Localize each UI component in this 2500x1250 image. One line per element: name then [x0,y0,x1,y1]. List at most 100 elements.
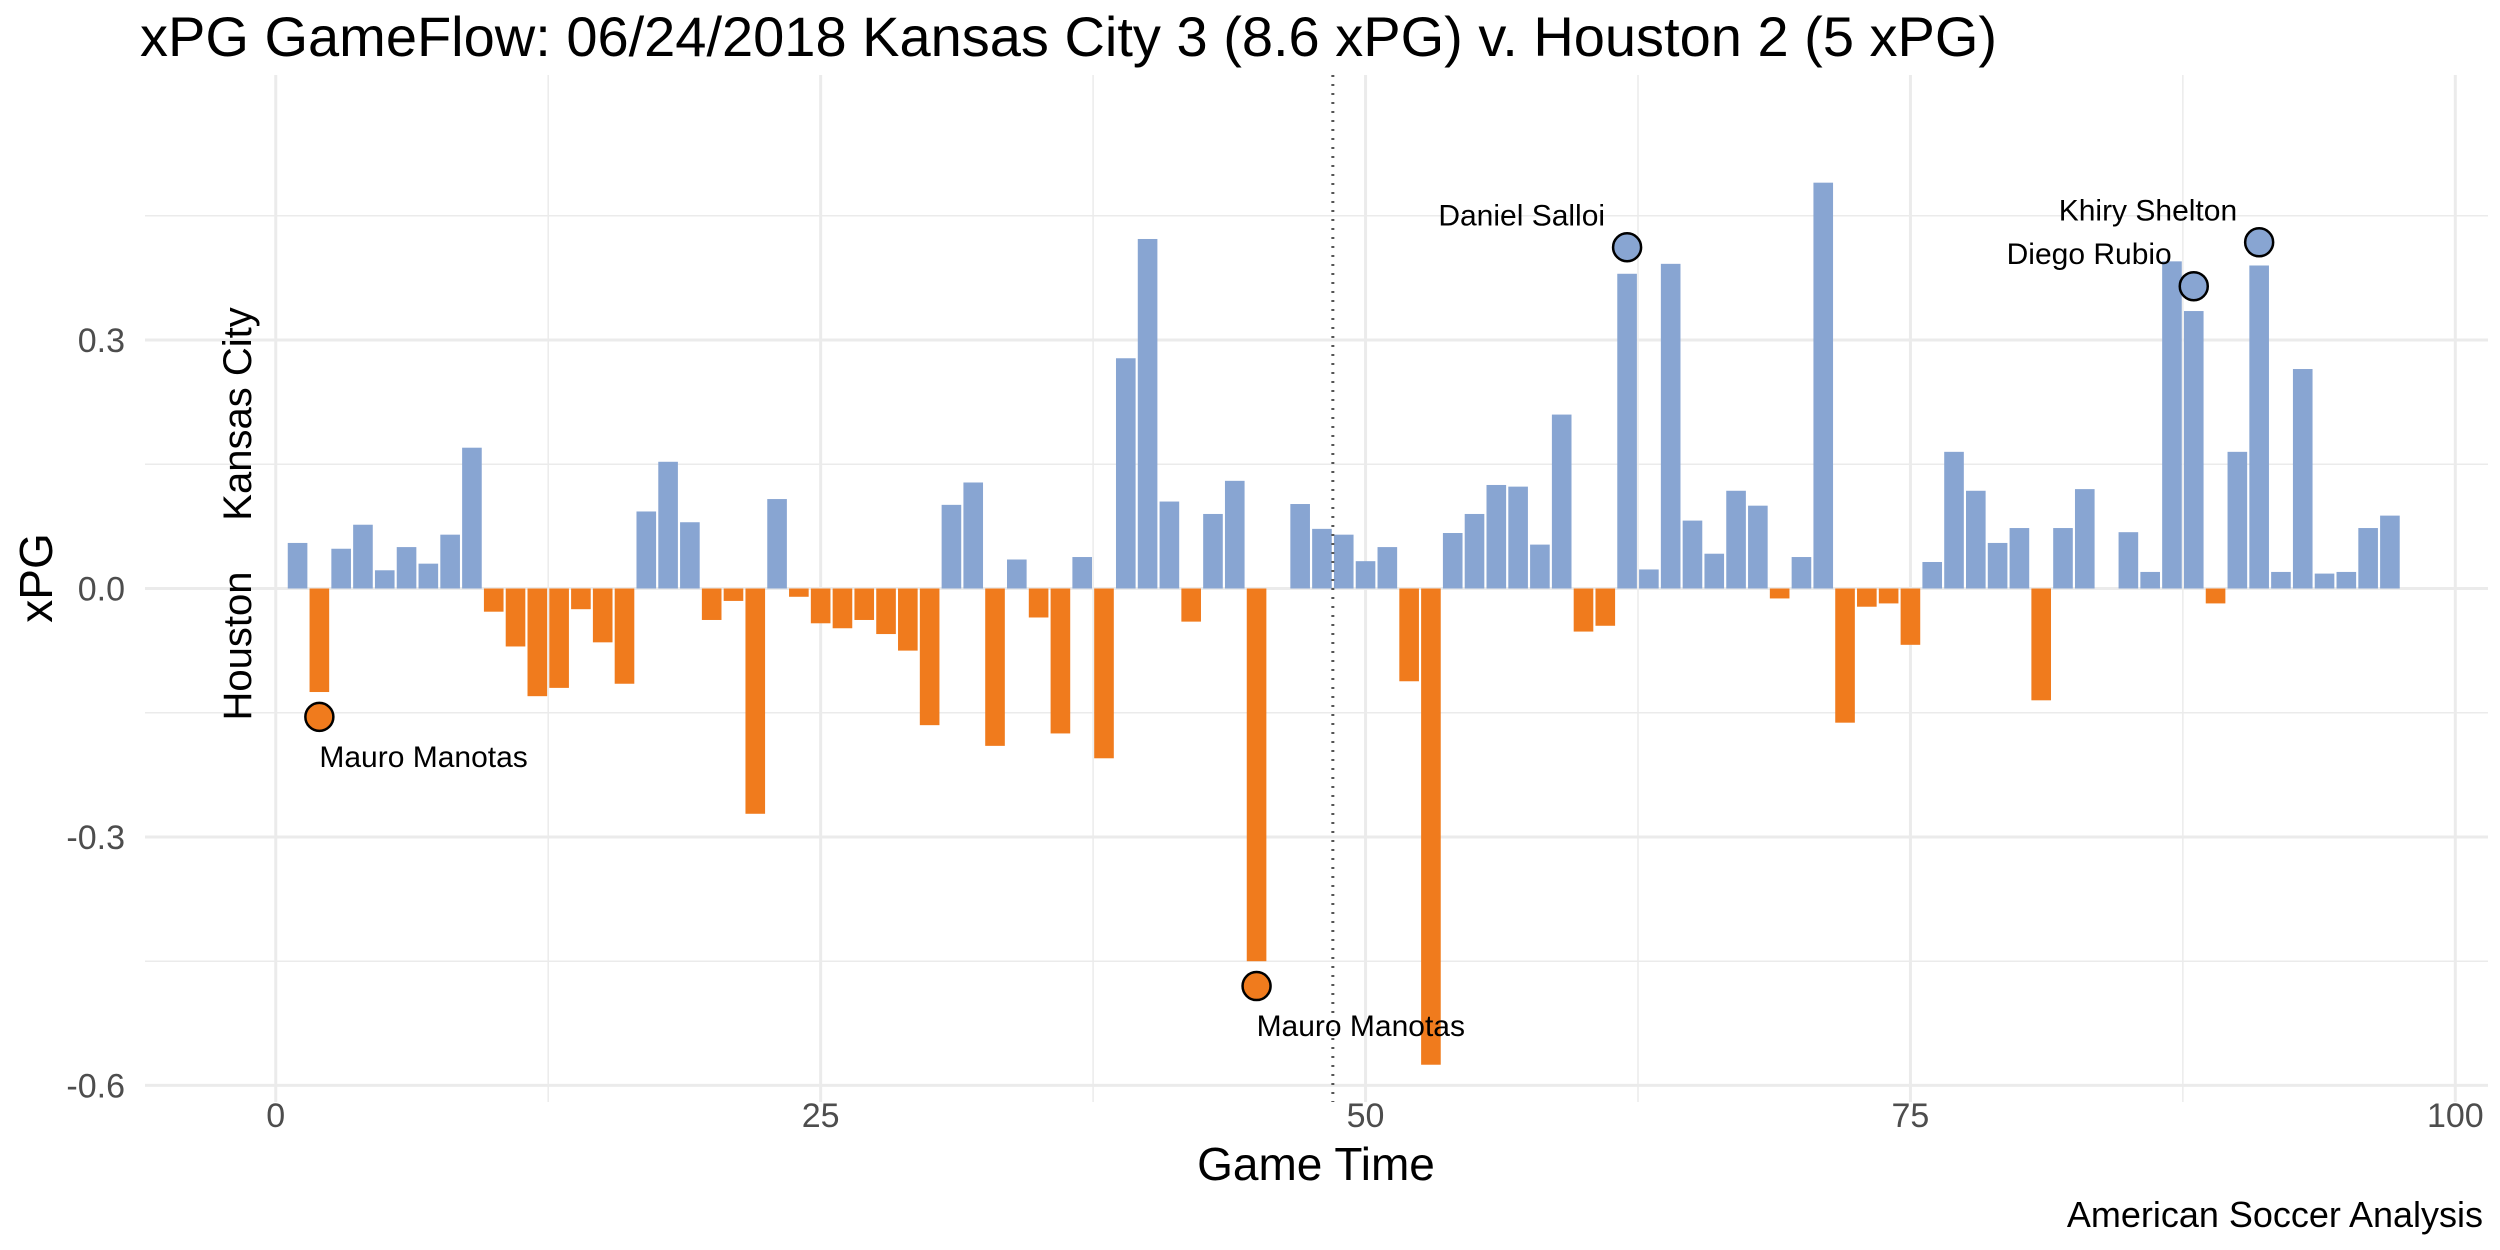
bar-home [1159,501,1180,589]
bar-home [1007,559,1027,589]
x-tick-label: 50 [1347,1097,1385,1135]
goal-marker [2178,270,2210,302]
bar-away [985,588,1005,746]
bar-away [1769,588,1790,599]
bar-home [658,461,678,589]
goal-label: Daniel Salloi [1438,199,1605,232]
x-tick-label: 75 [1892,1097,1930,1135]
bar-home [1987,542,2008,589]
bar-home [2292,369,2313,589]
team-label-home: Kansas City [216,307,260,520]
bar-away [549,588,569,688]
bar-home [1486,484,1507,589]
overlay-group: Mauro Manotas Mauro Manotas Daniel Salloi D… [304,75,2275,1102]
bar-away [832,588,853,629]
bar-home [2358,528,2378,589]
bar-home [1682,520,1703,589]
bar-home [963,482,984,589]
bar-home [680,522,700,589]
bar-away [723,588,744,601]
bar-away [1094,588,1114,759]
bar-home [1333,534,1354,589]
bar-away [854,588,875,620]
chart-caption: American Soccer Analysis [2067,1194,2483,1235]
y-tick-label: 0.3 [78,322,125,360]
goal-marker [1611,232,1643,263]
bar-home [767,499,787,589]
bar-home [2009,528,2030,589]
bar-home [1137,238,1158,589]
bar-home [1464,513,1485,589]
bar-away [2205,588,2226,604]
bar-home [2183,311,2204,589]
x-tick-label: 0 [266,1097,285,1135]
bar-home [1290,504,1310,589]
bar-away [1399,588,1419,682]
bar-home [1944,451,1964,589]
bar-home [2118,532,2139,589]
bar-home [1813,182,1834,589]
y-tick-label: 0.0 [78,571,125,609]
bar-home [2140,571,2160,589]
goal-marker [2243,227,2275,258]
bar-home [1442,533,1463,589]
bar-home [2249,265,2269,589]
bar-home [331,548,351,589]
y-tick-label: -0.6 [66,1067,125,1105]
bars-group [287,182,2400,1065]
bar-home [418,563,439,589]
bar-home [1072,557,1093,589]
bar-home [1639,569,1659,589]
x-tick-label: 25 [802,1097,840,1135]
bar-away [614,588,635,684]
bar-home [1660,263,1681,589]
bar-home [1115,358,1136,589]
bar-home [2227,451,2248,589]
bar-home [2314,573,2335,589]
bar-away [1595,588,1616,626]
bar-home [1355,561,1376,589]
bar-away [1246,588,1267,962]
bar-away [1835,588,1855,723]
bar-home [1312,528,1332,589]
bar-home [287,542,308,589]
bar-home [2074,489,2095,589]
y-tick-label: -0.3 [66,819,125,857]
bar-home [1966,490,1986,589]
goal-label: Mauro Manotas [1257,1010,1465,1043]
bar-away [571,588,591,610]
bar-away [1857,588,1877,607]
bar-away [1573,588,1594,632]
bar-home [374,570,395,589]
bar-away [919,588,940,726]
bar-home [1617,273,1637,589]
bar-home [2162,261,2182,589]
x-axis-label: Game Time [1197,1138,1435,1190]
goal-label: Diego Rubio [2007,238,2172,271]
bar-away [309,588,330,693]
bar-home [636,511,657,589]
bar-home [1748,505,1768,589]
bar-away [1050,588,1071,734]
bar-home [440,534,460,589]
bar-home [2380,515,2400,589]
bar-home [1551,414,1572,589]
bar-home [2271,571,2291,589]
bar-away [745,588,766,814]
bar-away [789,588,809,597]
bar-home [1922,561,1943,589]
bar-away [2031,588,2052,701]
bar-home [1704,553,1725,589]
bar-home [396,547,417,589]
bar-away [592,588,613,643]
bar-away [1028,588,1049,618]
bar-away [505,588,526,647]
bar-home [1791,557,1812,589]
goal-label: Khiry Shelton [2059,194,2237,227]
bar-away [1900,588,1921,645]
bar-home [1203,513,1223,589]
y-axis-label: xPG [10,533,62,622]
bar-away [701,588,722,620]
x-tick-label: 100 [2427,1097,2484,1135]
